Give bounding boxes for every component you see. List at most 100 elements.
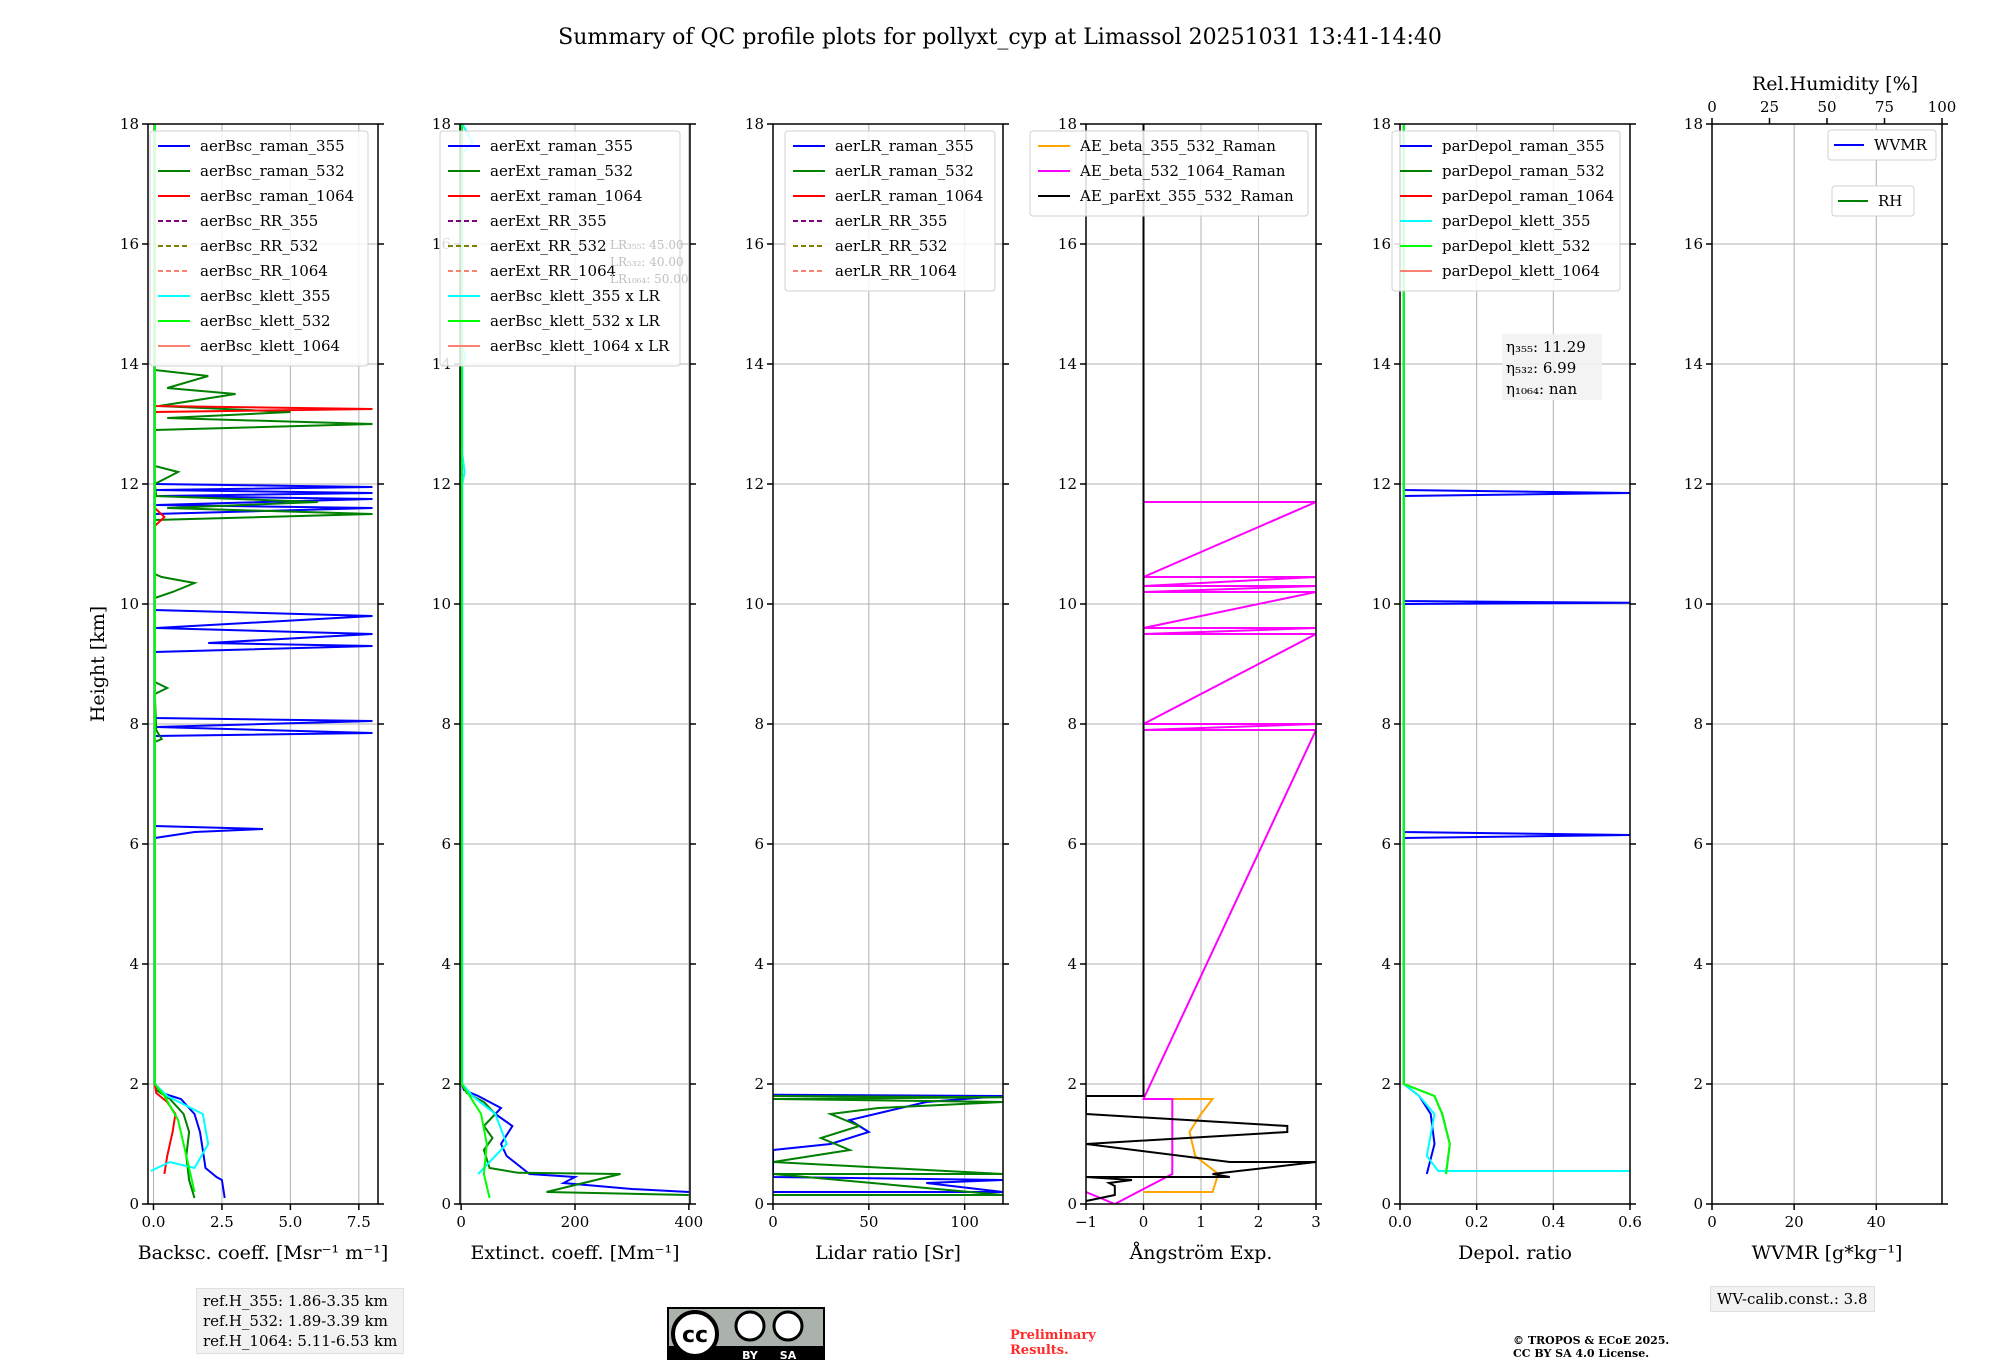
x-tick-label: 1 xyxy=(1196,1213,1206,1231)
x2-tick-label: 50 xyxy=(1817,98,1836,116)
series-aerbsc-raman-355 xyxy=(153,124,373,1199)
cc-by-label: BY xyxy=(742,1349,759,1360)
x-tick-label: 2 xyxy=(1254,1213,1264,1231)
legend-label: aerExt_RR_1064 xyxy=(490,262,616,280)
lidar-ratio-annotation: LR₁₀₆₄: 50.00 xyxy=(610,272,688,286)
share-alike-icon xyxy=(772,1310,804,1342)
y-tick-label: 18 xyxy=(745,115,764,133)
y-tick-label: 16 xyxy=(1372,235,1391,253)
y-tick-label: 4 xyxy=(1067,955,1077,973)
legend-label: aerLR_RR_532 xyxy=(835,237,947,255)
x-axis-label: Depol. ratio xyxy=(1458,1242,1572,1264)
series-pardepol-klett-532 xyxy=(1402,124,1451,1175)
wv-calibration-box: WV-calib.const.: 3.8 xyxy=(1710,1286,1875,1312)
eta-annotation: η₅₃₂: 6.99 xyxy=(1506,359,1576,377)
copyright-line-2: CC BY SA 4.0 License. xyxy=(1513,1347,1649,1360)
y-tick-label: 14 xyxy=(1058,355,1077,373)
panel-lidar-ratio: 0 2 4 6 8 10 12 14 16 18 0 50 100 Lidar ratio [Sr] aer… xyxy=(745,115,1009,1264)
x-tick-label: 0.2 xyxy=(1465,1213,1489,1231)
y-tick-label: 14 xyxy=(745,355,764,373)
x-tick-label: 2.5 xyxy=(210,1213,234,1231)
legend-label: parDepol_raman_355 xyxy=(1442,137,1605,155)
y-tick-label: 12 xyxy=(120,475,139,493)
y-tick-label: 18 xyxy=(120,115,139,133)
x-tick-label: 40 xyxy=(1867,1213,1886,1231)
y-tick-label: 12 xyxy=(1058,475,1077,493)
legend-label: aerExt_raman_532 xyxy=(490,162,633,180)
y-tick-label: 12 xyxy=(1684,475,1703,493)
legend-label: aerBsc_RR_532 xyxy=(200,237,318,255)
legend-label: aerBsc_klett_355 x LR xyxy=(490,287,661,305)
legend-label: aerBsc_RR_355 xyxy=(200,212,318,230)
legend-label: aerExt_RR_532 xyxy=(490,237,607,255)
y-tick-label: 0 xyxy=(1381,1195,1391,1213)
legend-label: parDepol_klett_355 xyxy=(1442,212,1591,230)
cc-license-badge[interactable]: cc BY SA xyxy=(667,1307,825,1360)
x-tick-label: 0 xyxy=(456,1213,466,1231)
axes-frame xyxy=(1711,123,1943,1205)
x-tick-label: 0.0 xyxy=(1388,1213,1412,1231)
legend-label: aerBsc_klett_355 xyxy=(200,287,331,305)
legend-label: aerBsc_raman_355 xyxy=(200,137,345,155)
y-tick-label: 0 xyxy=(1693,1195,1703,1213)
y-tick-label: 2 xyxy=(441,1075,451,1093)
y-tick-label: 18 xyxy=(1372,115,1391,133)
y-tick-label: 8 xyxy=(1693,715,1703,733)
legend-label: aerExt_raman_355 xyxy=(490,137,633,155)
cc-icon: cc xyxy=(682,1323,708,1348)
y-tick-label: 10 xyxy=(120,595,139,613)
preliminary-line-2: Results. xyxy=(1010,1343,1069,1358)
y-tick-label: 16 xyxy=(745,235,764,253)
y-tick-label: 10 xyxy=(432,595,451,613)
y-tick-label: 12 xyxy=(432,475,451,493)
x-tick-label: 0 xyxy=(1139,1213,1149,1231)
legend-box xyxy=(1827,129,1937,161)
x-axis-label: WVMR [g*kg⁻¹] xyxy=(1752,1242,1903,1264)
x-axis-label: Backsc. coeff. [Msr⁻¹ m⁻¹] xyxy=(138,1242,389,1264)
panel-backscatter: 0 2 4 6 8 10 12 14 16 18 0.0 2.5 5.0 7.5 Backsc. coeff… xyxy=(87,115,388,1264)
y-tick-label: 12 xyxy=(1372,475,1391,493)
legend-label: aerLR_RR_355 xyxy=(835,212,947,230)
y-tick-label: 16 xyxy=(1058,235,1077,253)
panel-depolarization: 0 2 4 6 8 10 12 14 16 18 0.0 0.2 0.4 0.6 Depol. ratio p… xyxy=(1372,115,1642,1264)
preliminary-line-1: Preliminary xyxy=(1010,1328,1096,1343)
x-tick-label: 0.4 xyxy=(1541,1213,1565,1231)
y-tick-label: 16 xyxy=(120,235,139,253)
y-tick-label: 14 xyxy=(120,355,139,373)
y-tick-label: 18 xyxy=(432,115,451,133)
legend-label: AE_parExt_355_532_Raman xyxy=(1079,187,1294,205)
y-tick-label: 2 xyxy=(1381,1075,1391,1093)
legend-label: aerExt_raman_1064 xyxy=(490,187,643,205)
legend-label: aerBsc_klett_1064 x LR xyxy=(490,337,670,355)
series-aerbsc-klett-532 x lr xyxy=(460,124,491,1199)
x-tick-label: 0 xyxy=(768,1213,778,1231)
x-tick-label: 5.0 xyxy=(278,1213,302,1231)
lidar-ratio-annotation: LR₃₅₅: 45.00 xyxy=(610,238,684,252)
panel-extinction: 0246810121416180200400Extinct. coeff. [M… xyxy=(432,115,703,1264)
y-tick-label: 16 xyxy=(1684,235,1703,253)
attribution-icon xyxy=(734,1310,766,1342)
legend-label: aerBsc_klett_1064 xyxy=(200,337,340,355)
y-tick-label: 0 xyxy=(754,1195,764,1213)
legend-label: parDepol_klett_1064 xyxy=(1442,262,1600,280)
legend-box xyxy=(149,130,369,367)
ref-height-355: ref.H_355: 1.86-3.35 km xyxy=(203,1292,388,1310)
axes-frame xyxy=(147,123,379,1205)
x-tick-label: 50 xyxy=(859,1213,878,1231)
x-tick-label: 20 xyxy=(1785,1213,1804,1231)
legend-label: aerBsc_raman_532 xyxy=(200,162,345,180)
legend-label: parDepol_raman_532 xyxy=(1442,162,1605,180)
legend-box xyxy=(1831,185,1915,217)
y-tick-label: 10 xyxy=(1058,595,1077,613)
y-tick-label: 4 xyxy=(1381,955,1391,973)
series-ae-beta-355-532-raman xyxy=(1143,1098,1220,1193)
y-tick-label: 2 xyxy=(754,1075,764,1093)
y-tick-label: 6 xyxy=(1693,835,1703,853)
legend-label: aerLR_RR_1064 xyxy=(835,262,957,280)
legend-label: aerBsc_raman_1064 xyxy=(200,187,354,205)
legend-label: aerLR_raman_532 xyxy=(835,162,974,180)
ref-height-1064: ref.H_1064: 5.11-6.53 km xyxy=(203,1332,398,1350)
legend-label: parDepol_klett_532 xyxy=(1442,237,1591,255)
